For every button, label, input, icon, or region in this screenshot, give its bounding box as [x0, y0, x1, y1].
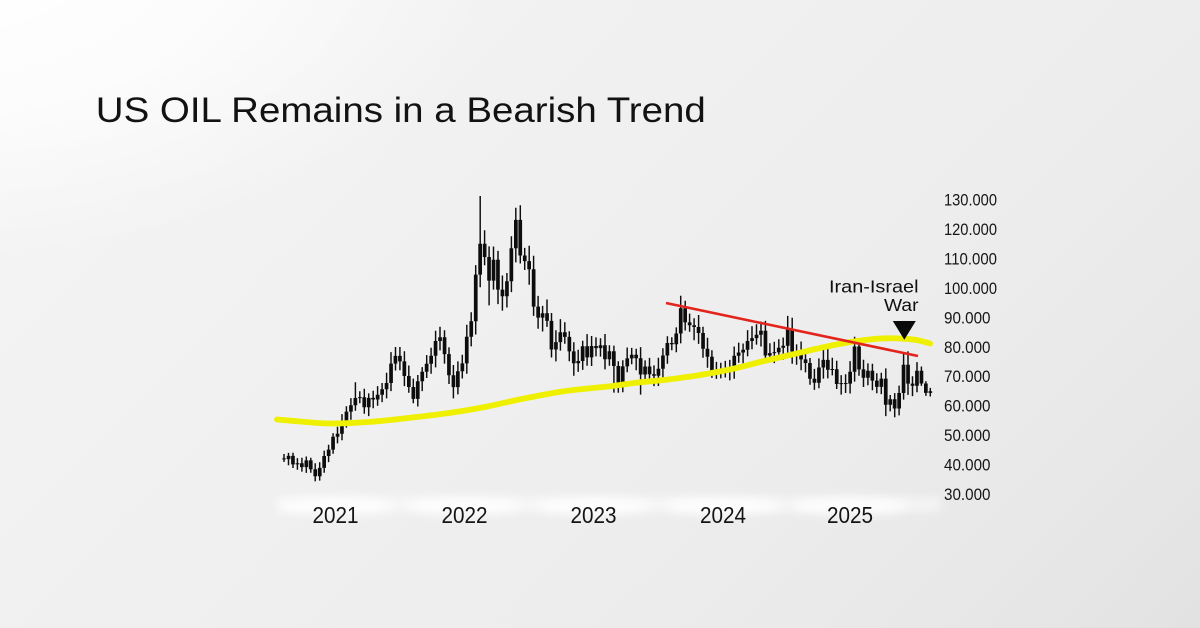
svg-text:110.000: 110.000	[944, 251, 997, 269]
svg-text:2021: 2021	[313, 502, 359, 528]
svg-text:120.000: 120.000	[944, 221, 997, 239]
svg-text:130.000: 130.000	[944, 192, 997, 210]
svg-text:100.000: 100.000	[944, 280, 997, 298]
svg-text:30.000: 30.000	[944, 486, 991, 504]
svg-text:50.000: 50.000	[944, 427, 991, 445]
svg-text:2025: 2025	[827, 502, 873, 528]
svg-text:War: War	[884, 295, 919, 315]
svg-text:40.000: 40.000	[944, 457, 991, 475]
svg-text:80.000: 80.000	[944, 339, 991, 357]
svg-text:2022: 2022	[442, 502, 488, 528]
svg-text:US OIL Remains in a Bearish Tr: US OIL Remains in a Bearish Trend	[96, 91, 706, 130]
svg-text:Iran-Israel: Iran-Israel	[829, 276, 919, 296]
svg-text:60.000: 60.000	[944, 398, 991, 416]
svg-text:2024: 2024	[700, 502, 746, 528]
svg-text:2023: 2023	[571, 502, 617, 528]
svg-text:70.000: 70.000	[944, 368, 991, 386]
svg-text:90.000: 90.000	[944, 309, 991, 327]
